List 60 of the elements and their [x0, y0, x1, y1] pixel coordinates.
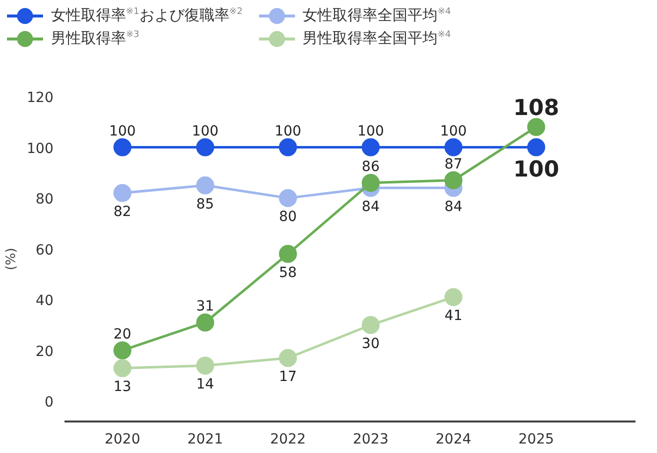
y-tick-label: 80: [36, 192, 54, 208]
point: [196, 176, 214, 194]
point: [113, 184, 132, 202]
data-label: 80: [279, 209, 297, 226]
point: [527, 118, 546, 136]
data-label: 14: [196, 376, 214, 393]
data-label: 82: [114, 204, 132, 220]
data-label: 100: [109, 123, 136, 140]
point: [196, 138, 214, 156]
data-label: 31: [196, 298, 214, 314]
x-tick-label: 2023: [352, 432, 389, 448]
y-tick-label: 60: [36, 242, 54, 258]
point: [527, 138, 546, 156]
data-label: 100: [357, 123, 384, 140]
point: [113, 341, 132, 360]
data-label: 100: [274, 123, 302, 140]
data-label: 17: [279, 369, 297, 386]
y-tick-label: 0: [44, 394, 54, 411]
data-label: 30: [362, 336, 380, 352]
point: [444, 138, 462, 156]
data-label: 100: [440, 123, 467, 140]
x-tick-label: 2025: [518, 432, 554, 448]
y-tick-label: 120: [26, 90, 54, 106]
point: [444, 288, 462, 306]
legend-label: 男性取得率全国平均$^{※4}$: [302, 28, 451, 50]
data-label: 84: [444, 198, 462, 215]
x-tick-label: 2022: [270, 432, 306, 448]
data-label: 87: [444, 156, 462, 172]
data-label: 84: [362, 198, 380, 215]
point: [113, 138, 132, 156]
data-label: 85: [196, 196, 214, 212]
y-tick-label: 20: [36, 344, 54, 360]
y-tick-label: 40: [36, 293, 54, 310]
data-label: 86: [362, 158, 380, 175]
x-tick-label: 2024: [436, 432, 472, 448]
x-tick-label: 2021: [187, 432, 224, 448]
data-label: 58: [279, 264, 297, 281]
point: [278, 189, 297, 208]
point: [113, 359, 132, 378]
point: [278, 349, 297, 368]
point: [362, 174, 380, 192]
point: [444, 171, 462, 190]
legend-label: 男性取得率$^{※3}$: [50, 28, 140, 50]
data-label: 100: [192, 123, 219, 140]
point: [278, 244, 297, 263]
point: [362, 138, 380, 156]
data-label: 13: [114, 379, 132, 396]
legend-label: 女性取得率全国平均$^{※4}$: [302, 5, 451, 26]
data-label: 20: [114, 326, 132, 342]
data-label: 100: [513, 157, 560, 182]
data-label: 108: [513, 96, 560, 121]
point: [196, 356, 214, 375]
y-tick-label: 100: [26, 140, 54, 157]
y-axis-title: (%): [4, 248, 19, 270]
point: [278, 138, 297, 156]
data-label: 41: [444, 308, 462, 324]
legend-label: 女性取得率$^{※1}$および復職率$^{※2}$: [50, 5, 243, 26]
x-tick-label: 2020: [104, 432, 140, 448]
point: [362, 316, 380, 334]
point: [196, 313, 214, 332]
